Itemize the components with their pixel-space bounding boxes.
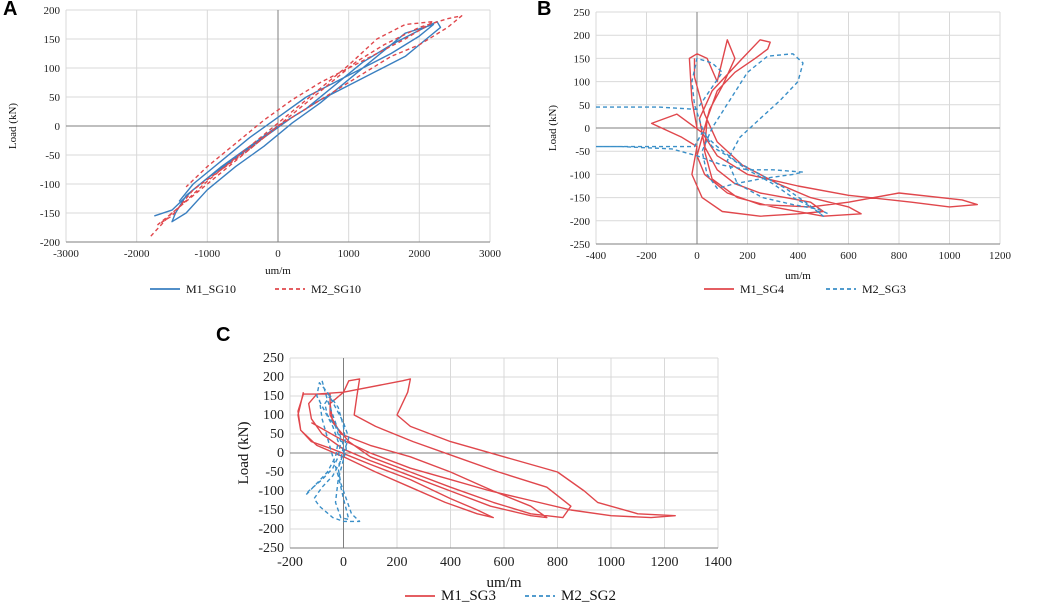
chart-a-xtick-label: -1000 [194,248,220,260]
chart-c-xtick-label: -200 [277,555,303,570]
chart-a-xlabel: um/m [265,265,291,277]
chart-b-xtick-label: 600 [840,250,857,262]
chart-c-xtick-label: 600 [494,555,515,570]
chart-a-ytick-label: 0 [55,121,61,133]
chart-b-xtick-label: 1000 [939,250,962,262]
chart-a-ylabel: Load (kN) [7,103,19,149]
panel-label-a: A [3,0,18,20]
chart-c-ytick-label: -150 [258,503,284,518]
chart-b-ytick-label: -200 [570,216,591,228]
chart-b-xtick-label: 200 [739,250,756,262]
chart-b-xtick-label: -400 [586,250,607,262]
chart-b-xtick-label: 1200 [989,250,1012,262]
chart-c-ytick-label: 200 [263,370,284,385]
chart-a-ytick-label: 150 [44,34,61,46]
chart-c-xlabel: um/m [486,575,521,591]
chart-b-ylabel: Load (kN) [547,105,559,151]
chart-b-ytick-label: 150 [574,53,591,65]
chart-a-ytick-label: 100 [44,63,61,75]
chart-b-xtick-label: 400 [790,250,807,262]
chart-b-ytick-label: -250 [570,239,591,251]
chart-b-xtick-label: 0 [694,250,700,262]
chart-b-xlabel: um/m [785,270,811,282]
chart-c-ytick-label: 100 [263,408,284,423]
chart-a-xtick-label: 1000 [338,248,361,260]
chart-b-xtick-label: -200 [636,250,657,262]
panel-label-b: B [537,0,552,20]
chart-a-xtick-label: -3000 [53,248,79,260]
chart-a-legend-label: M1_SG10 [186,282,236,296]
chart-c-ytick-label: 0 [277,446,284,461]
chart-a-ytick-label: -150 [40,208,61,220]
panel-b: B -400 -200 0 200 400 600 800 1000 1200 -250 -200-… [530,0,1045,300]
chart-c-ytick-label: -100 [258,484,284,499]
chart-a-ytick-label: 200 [44,5,61,17]
chart-a-ytick-label: -50 [45,150,60,162]
chart-a-legend-label: M2_SG10 [311,282,361,296]
chart-a-series-m1-sg10 [154,20,442,223]
chart-c-xtick-label: 400 [440,555,461,570]
chart-c-legend-label: M2_SG2 [561,588,616,604]
chart-c-ytick-label: -250 [258,541,284,556]
chart-c-ylabel: Load (kN) [236,422,252,485]
chart-a-ytick-label: -200 [40,237,61,249]
chart-b-legend-label: M2_SG3 [862,282,906,296]
panel-a: A -3000 -2000 -1000 0 1000 2000 3000 -200 -150 -1… [0,0,520,300]
chart-a-xtick-label: -2000 [124,248,150,260]
chart-b-ytick-label: 0 [585,123,591,135]
panel-c: C -200 0 200 400 600 800 1000 1200 1400 -250 -200-… [200,320,820,608]
chart-c-xtick-label: 800 [547,555,568,570]
chart-a-xtick-label: 2000 [408,248,431,260]
chart-c-series-m2-sg2 [305,380,361,523]
chart-b-series-m2-sg3 [595,53,829,217]
chart-b-ytick-label: -150 [570,193,591,205]
chart-c-legend-label: M1_SG3 [441,588,496,604]
chart-a-series-m2-sg10 [150,15,463,237]
chart-b-xtick-label: 800 [891,250,908,262]
chart-b-ytick-label: 50 [579,100,591,112]
chart-c-ytick-label: 50 [270,427,284,442]
chart-a-xtick-label: 3000 [479,248,502,260]
chart-b-ytick-label: 200 [574,30,591,42]
chart-a-xtick-label: 0 [275,248,281,260]
chart-b-ytick-label: -100 [570,169,591,181]
chart-c-xtick-label: 1400 [704,555,732,570]
chart-c-ytick-label: -200 [258,522,284,537]
chart-c-xtick-label: 200 [387,555,408,570]
chart-b-ytick-label: 250 [574,7,591,19]
chart-c: -200 0 200 400 600 800 1000 1200 1400-250-200-15… [236,351,732,604]
chart-c-series-m1-sg3 [297,378,676,519]
panel-label-c: C [216,324,231,346]
chart-a-ytick-label: -100 [40,179,61,191]
chart-b: -400 -200 0 200 400 600 800 1000 1200-250-200-15… [547,7,1012,296]
chart-c-xtick-label: 0 [340,555,347,570]
chart-b-legend-label: M1_SG4 [740,282,784,296]
chart-c-xtick-label: 1000 [597,555,625,570]
chart-c-ytick-label: 150 [263,389,284,404]
chart-c-xtick-label: 1200 [651,555,679,570]
chart-b-ytick-label: 100 [574,77,591,89]
chart-a-ytick-label: 50 [49,92,61,104]
chart-c-ytick-label: -50 [265,465,284,480]
chart-b-ytick-label: -50 [575,146,590,158]
chart-a: -3000 -2000 -1000 0 1000 2000 3000-200-150-100… [7,5,502,296]
chart-c-ytick-label: 250 [263,351,284,366]
